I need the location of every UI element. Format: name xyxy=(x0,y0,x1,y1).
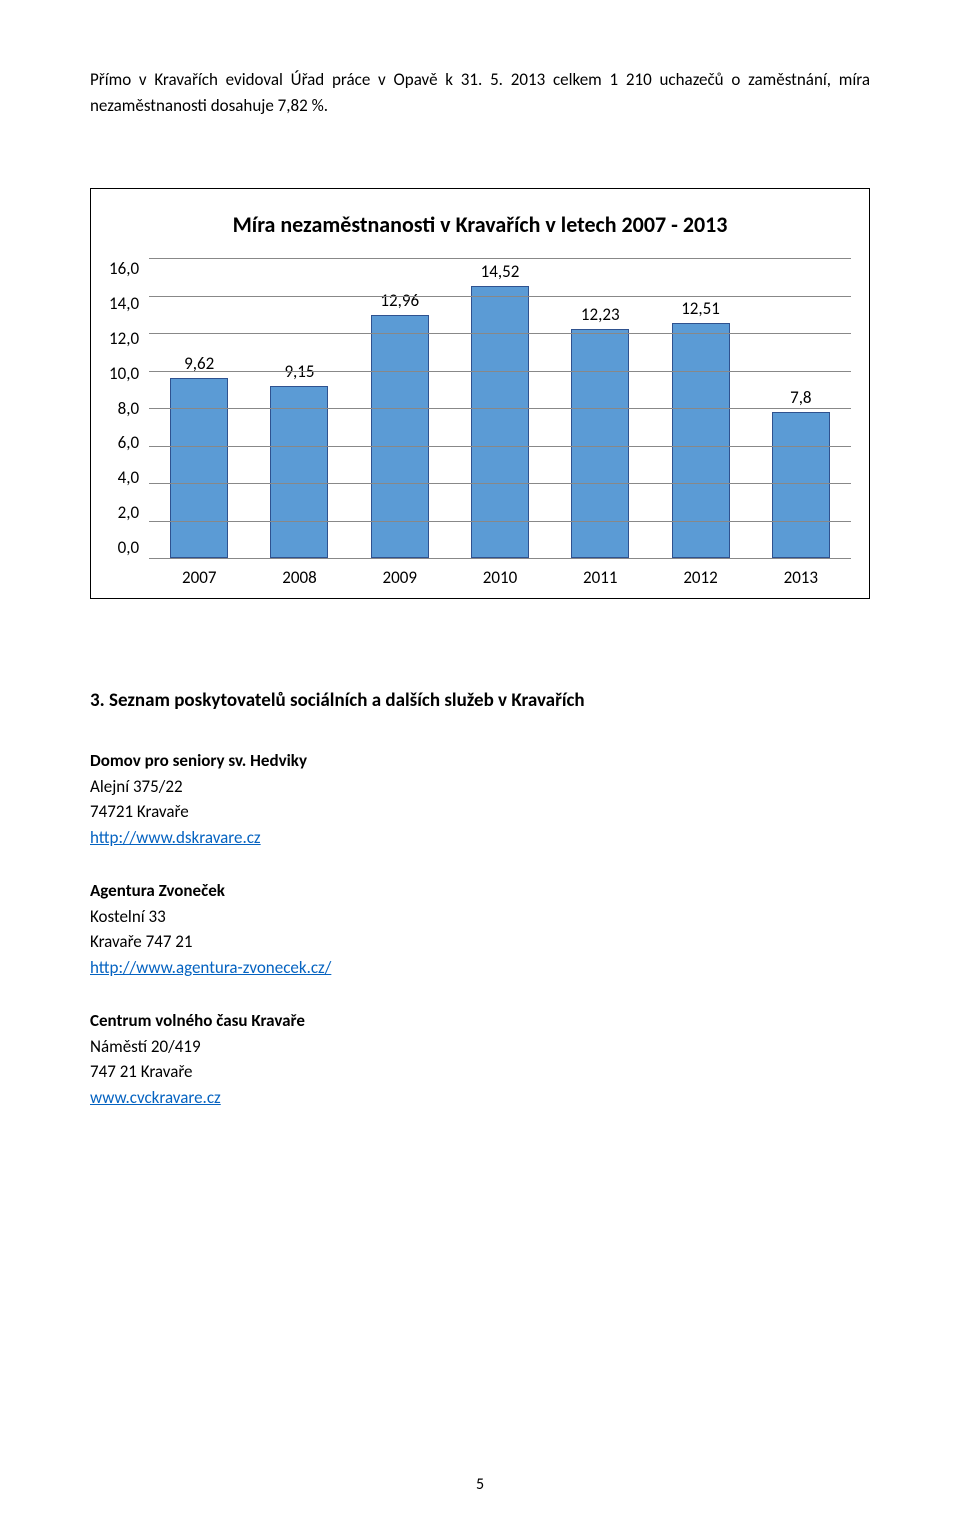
org-address-line: Kostelní 33 xyxy=(90,904,870,930)
y-tick-label: 16,0 xyxy=(109,258,139,279)
bar xyxy=(371,315,429,558)
y-tick-label: 0,0 xyxy=(118,537,139,558)
org-name: Agentura Zvoneček xyxy=(90,878,870,904)
bar xyxy=(170,378,228,558)
bar-column: 14,52 xyxy=(454,261,545,558)
org-name: Centrum volného času Kravaře xyxy=(90,1008,870,1034)
grid-line xyxy=(149,446,851,447)
bar xyxy=(571,329,629,558)
grid-line xyxy=(149,258,851,259)
bar xyxy=(772,412,830,558)
y-tick-label: 14,0 xyxy=(109,293,139,314)
bar-value-label: 12,96 xyxy=(380,290,419,311)
y-tick-label: 12,0 xyxy=(109,328,139,349)
org-link[interactable]: http://www.dskravare.cz xyxy=(90,827,261,848)
chart-plot: 9,62 9,15 12,96 14,52 12,23 12,51 7,8 xyxy=(149,258,851,559)
chart-body: 16,0 14,0 12,0 10,0 8,0 6,0 4,0 2,0 0,0 9,62 9,15… xyxy=(109,258,851,588)
y-tick-label: 10,0 xyxy=(109,363,139,384)
org-address-line: 747 21 Kravaře xyxy=(90,1059,870,1085)
grid-line xyxy=(149,408,851,409)
org-address-line: 74721 Kravaře xyxy=(90,799,870,825)
bar-value-label: 7,8 xyxy=(790,387,811,408)
unemployment-chart: Míra nezaměstnanosti v Kravařích v letec… xyxy=(90,188,870,599)
org-address-line: Náměstí 20/419 xyxy=(90,1034,870,1060)
intro-paragraph: Přímo v Kravařích evidoval Úřad práce v … xyxy=(90,67,870,118)
chart-plot-wrap: 9,62 9,15 12,96 14,52 12,23 12,51 7,8 2007 2008… xyxy=(149,258,851,588)
page: Přímo v Kravařích evidoval Úřad práce v … xyxy=(0,0,960,1518)
bar-column: 12,51 xyxy=(655,298,746,558)
x-tick-label: 2013 xyxy=(755,567,846,588)
org-link[interactable]: www.cvckravare.cz xyxy=(90,1087,221,1108)
org-list: Domov pro seniory sv. HedvikyAlejní 375/… xyxy=(90,748,870,1110)
x-tick-label: 2009 xyxy=(354,567,445,588)
bar-value-label: 9,15 xyxy=(284,361,314,382)
bar-value-label: 14,52 xyxy=(481,261,520,282)
bar-column: 9,62 xyxy=(154,353,245,558)
bar xyxy=(270,386,328,558)
bar xyxy=(471,286,529,558)
y-tick-label: 8,0 xyxy=(118,398,139,419)
page-number: 5 xyxy=(0,1475,960,1494)
chart-x-axis: 2007 2008 2009 2010 2011 2012 2013 xyxy=(149,559,851,588)
bar-column: 12,96 xyxy=(354,290,445,558)
org-entry: Agentura ZvonečekKostelní 33Kravaře 747 … xyxy=(90,878,870,980)
grid-line xyxy=(149,333,851,334)
x-tick-label: 2007 xyxy=(154,567,245,588)
org-entry: Domov pro seniory sv. HedvikyAlejní 375/… xyxy=(90,748,870,850)
x-tick-label: 2012 xyxy=(655,567,746,588)
chart-y-axis: 16,0 14,0 12,0 10,0 8,0 6,0 4,0 2,0 0,0 xyxy=(109,258,149,558)
bar-value-label: 12,51 xyxy=(681,298,720,319)
bar-column: 9,15 xyxy=(254,361,345,558)
org-name: Domov pro seniory sv. Hedviky xyxy=(90,748,870,774)
bar-value-label: 12,23 xyxy=(581,304,620,325)
grid-line xyxy=(149,483,851,484)
x-tick-label: 2011 xyxy=(555,567,646,588)
y-tick-label: 4,0 xyxy=(118,467,139,488)
org-address-line: Alejní 375/22 xyxy=(90,774,870,800)
grid-line xyxy=(149,371,851,372)
section-heading: 3. Seznam poskytovatelů sociálních a dal… xyxy=(90,689,870,712)
org-entry: Centrum volného času KravařeNáměstí 20/4… xyxy=(90,1008,870,1110)
bar xyxy=(672,323,730,558)
org-link[interactable]: http://www.agentura-zvonecek.cz/ xyxy=(90,957,331,978)
grid-line xyxy=(149,296,851,297)
x-tick-label: 2010 xyxy=(454,567,545,588)
y-tick-label: 6,0 xyxy=(118,432,139,453)
x-tick-label: 2008 xyxy=(254,567,345,588)
y-tick-label: 2,0 xyxy=(118,502,139,523)
org-address-line: Kravaře 747 21 xyxy=(90,929,870,955)
grid-line xyxy=(149,521,851,522)
chart-title: Míra nezaměstnanosti v Kravařích v letec… xyxy=(109,211,851,238)
bar-column: 7,8 xyxy=(755,387,846,558)
